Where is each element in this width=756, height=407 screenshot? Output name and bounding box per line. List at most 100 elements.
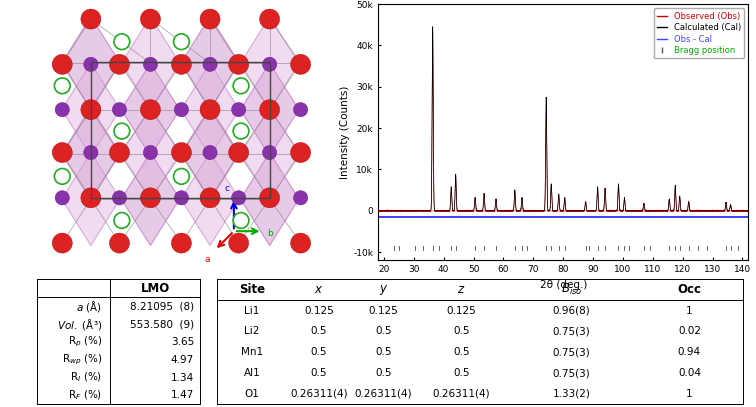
Circle shape bbox=[113, 190, 126, 205]
Circle shape bbox=[172, 142, 191, 162]
Text: 0.5: 0.5 bbox=[311, 347, 327, 357]
Text: 0.04: 0.04 bbox=[678, 368, 701, 378]
Circle shape bbox=[290, 233, 311, 253]
Circle shape bbox=[52, 142, 73, 162]
Text: 3.65: 3.65 bbox=[171, 337, 194, 347]
Circle shape bbox=[293, 103, 308, 117]
Circle shape bbox=[81, 100, 101, 120]
Polygon shape bbox=[181, 17, 239, 109]
Text: 1.33(2): 1.33(2) bbox=[553, 389, 590, 399]
X-axis label: 2θ (deg.): 2θ (deg.) bbox=[540, 280, 587, 290]
Text: 0.75(3): 0.75(3) bbox=[553, 368, 590, 378]
Polygon shape bbox=[121, 17, 180, 109]
Text: 0.125: 0.125 bbox=[304, 306, 334, 316]
Text: 1: 1 bbox=[686, 306, 692, 316]
Text: Li2: Li2 bbox=[244, 326, 259, 337]
Text: 1.34: 1.34 bbox=[171, 372, 194, 383]
Polygon shape bbox=[240, 107, 299, 200]
Circle shape bbox=[174, 168, 189, 184]
Polygon shape bbox=[240, 63, 299, 156]
Circle shape bbox=[293, 190, 308, 205]
Text: 0.125: 0.125 bbox=[369, 306, 398, 316]
Circle shape bbox=[233, 78, 249, 94]
Text: LMO: LMO bbox=[141, 282, 170, 295]
Circle shape bbox=[114, 212, 130, 228]
Circle shape bbox=[141, 100, 160, 120]
Text: O1: O1 bbox=[244, 389, 259, 399]
Circle shape bbox=[231, 190, 246, 205]
Text: 0.96(8): 0.96(8) bbox=[553, 306, 590, 316]
Text: 0.94: 0.94 bbox=[678, 347, 701, 357]
Polygon shape bbox=[181, 63, 239, 156]
Circle shape bbox=[84, 57, 98, 72]
Circle shape bbox=[172, 55, 191, 74]
Text: 0.26311(4): 0.26311(4) bbox=[290, 389, 348, 399]
Text: 0.5: 0.5 bbox=[453, 347, 469, 357]
Text: 0.5: 0.5 bbox=[311, 368, 327, 378]
Circle shape bbox=[174, 34, 189, 50]
Circle shape bbox=[228, 142, 249, 162]
Text: b: b bbox=[267, 229, 273, 238]
Text: a: a bbox=[205, 255, 210, 264]
Circle shape bbox=[110, 55, 129, 74]
Circle shape bbox=[54, 78, 70, 94]
Circle shape bbox=[290, 142, 311, 162]
Text: 8.21095  (8): 8.21095 (8) bbox=[130, 301, 194, 311]
Y-axis label: Intensity (Counts): Intensity (Counts) bbox=[340, 85, 350, 179]
Text: 1.47: 1.47 bbox=[171, 390, 194, 400]
Circle shape bbox=[200, 188, 220, 208]
Text: 0.5: 0.5 bbox=[453, 368, 469, 378]
Circle shape bbox=[114, 34, 130, 50]
Text: 0.5: 0.5 bbox=[375, 347, 392, 357]
Circle shape bbox=[110, 142, 129, 162]
Circle shape bbox=[52, 55, 73, 74]
Circle shape bbox=[233, 212, 249, 228]
Text: 1: 1 bbox=[686, 389, 692, 399]
Circle shape bbox=[203, 57, 217, 72]
Text: 0.125: 0.125 bbox=[446, 306, 476, 316]
Text: c: c bbox=[225, 184, 229, 193]
Polygon shape bbox=[240, 17, 299, 109]
Polygon shape bbox=[181, 153, 239, 245]
Polygon shape bbox=[121, 153, 180, 245]
Text: 0.26311(4): 0.26311(4) bbox=[355, 389, 412, 399]
Circle shape bbox=[54, 168, 70, 184]
Text: $Vol.$ (Å³): $Vol.$ (Å³) bbox=[57, 317, 102, 332]
Text: $x$: $x$ bbox=[314, 283, 324, 296]
Circle shape bbox=[144, 145, 157, 160]
Circle shape bbox=[55, 103, 70, 117]
Text: 553.580  (9): 553.580 (9) bbox=[130, 319, 194, 329]
Circle shape bbox=[262, 145, 277, 160]
Polygon shape bbox=[62, 17, 120, 109]
Text: R$_I$ (%): R$_I$ (%) bbox=[70, 371, 102, 384]
Text: $z$: $z$ bbox=[457, 283, 466, 296]
Circle shape bbox=[144, 57, 157, 72]
Text: $a$ (Å): $a$ (Å) bbox=[76, 299, 102, 314]
Circle shape bbox=[84, 145, 98, 160]
Legend: Observed (Obs), Calculated (Cal), Obs - Cal, Bragg position: Observed (Obs), Calculated (Cal), Obs - … bbox=[654, 8, 744, 58]
Circle shape bbox=[259, 100, 280, 120]
Circle shape bbox=[231, 103, 246, 117]
Text: 0.5: 0.5 bbox=[375, 326, 392, 337]
Polygon shape bbox=[62, 63, 120, 156]
Circle shape bbox=[81, 188, 101, 208]
Circle shape bbox=[228, 55, 249, 74]
Text: Mn1: Mn1 bbox=[241, 347, 263, 357]
Text: 0.75(3): 0.75(3) bbox=[553, 326, 590, 337]
Circle shape bbox=[114, 123, 130, 139]
Circle shape bbox=[290, 55, 311, 74]
Text: 0.02: 0.02 bbox=[678, 326, 701, 337]
Text: Li1: Li1 bbox=[244, 306, 259, 316]
Text: R$_{wp}$ (%): R$_{wp}$ (%) bbox=[61, 352, 102, 367]
Circle shape bbox=[172, 233, 191, 253]
Circle shape bbox=[259, 188, 280, 208]
Polygon shape bbox=[62, 107, 120, 200]
Circle shape bbox=[81, 9, 101, 29]
Circle shape bbox=[55, 190, 70, 205]
Text: $y$: $y$ bbox=[379, 283, 388, 297]
Circle shape bbox=[262, 57, 277, 72]
Text: 0.5: 0.5 bbox=[311, 326, 327, 337]
Text: 0.75(3): 0.75(3) bbox=[553, 347, 590, 357]
Text: R$_p$ (%): R$_p$ (%) bbox=[67, 335, 102, 349]
Text: 0.26311(4): 0.26311(4) bbox=[432, 389, 490, 399]
